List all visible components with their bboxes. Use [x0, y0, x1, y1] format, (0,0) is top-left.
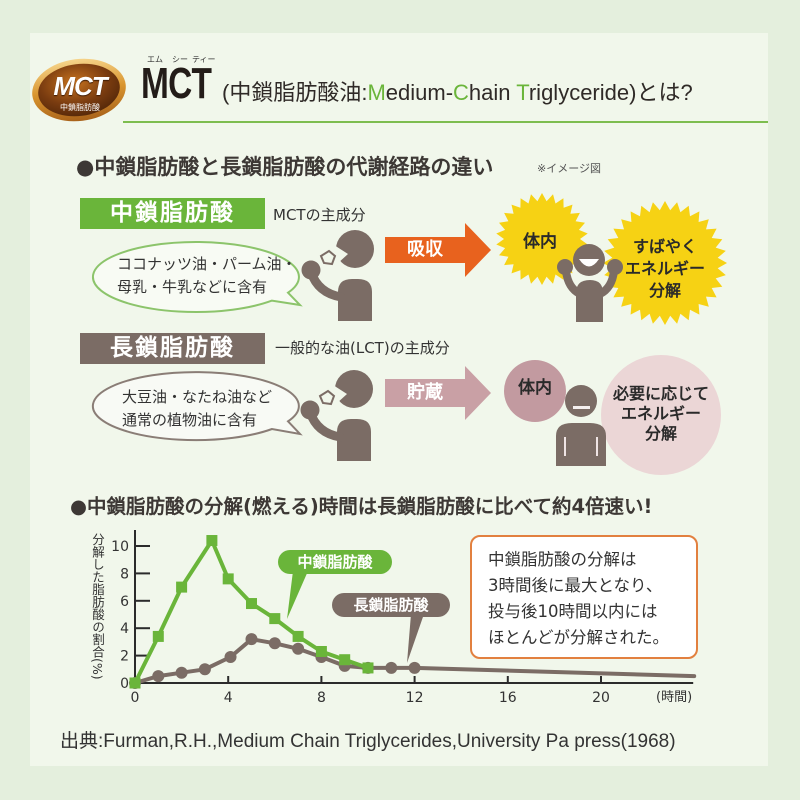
decomposition-line-chart: 0 2 4 6 8 10 0 4 8 12 16 20 — [111, 530, 697, 706]
series-marker-circle — [224, 650, 237, 663]
series-marker-square — [362, 662, 374, 674]
series-marker-circle — [175, 666, 188, 679]
logo-badge-icon — [32, 58, 126, 122]
series-marker-square — [315, 645, 327, 657]
ruby-c: シー — [172, 55, 188, 64]
y-tick-label: 10 — [111, 539, 129, 555]
title-divider — [123, 121, 768, 123]
page-title: (中鎖脂肪酸油:Medium-Chain Triglyceride)とは? — [222, 80, 693, 106]
callout-line: 3時間後に最大となり、 — [488, 576, 663, 595]
person-eating-icon — [300, 370, 373, 461]
store-label: 貯蔵 — [407, 382, 443, 403]
x-tick-label: 16 — [499, 690, 517, 706]
series-marker-square — [222, 573, 234, 585]
series-marker-circle — [152, 670, 165, 683]
title-accent-c: C — [453, 80, 469, 105]
series-marker-circle — [268, 637, 281, 650]
mct-label-bar: 中鎖脂肪酸 — [80, 198, 265, 229]
mct-result: すばやく エネルギー 分解 — [615, 236, 715, 302]
series-marker-square — [129, 677, 141, 689]
body-circle-icon — [504, 360, 566, 422]
lct-description: 一般的な油(LCT)の主成分 — [275, 339, 450, 357]
lct-result-line: エネルギー — [620, 404, 701, 423]
speech-bubble-mct — [92, 240, 303, 313]
lct-result: 必要に応じて エネルギー 分解 — [606, 384, 716, 444]
lct-result-line: 分解 — [644, 424, 677, 443]
x-tick-label: 12 — [406, 690, 424, 706]
mct-sources: ココナッツ油・パーム油・ 母乳・牛乳などに含有 — [117, 253, 297, 299]
series-marker-circle — [292, 642, 305, 655]
chart-x-axis-label: (時間) — [656, 690, 693, 705]
mct-body-label: 体内 — [523, 232, 557, 252]
mct-result-line: 分解 — [648, 281, 681, 300]
mct-series-label: 中鎖脂肪酸 — [297, 553, 373, 571]
y-tick-label: 4 — [120, 621, 129, 637]
series-marker-square — [152, 630, 164, 642]
page-acronym: MCT — [141, 59, 212, 108]
series-marker-square — [246, 598, 257, 610]
ruby-t: ティー — [192, 55, 216, 64]
mct-series-callout — [278, 550, 392, 619]
lct-body-label: 体内 — [518, 378, 552, 398]
person-eating-icon — [301, 230, 374, 321]
ruby-m: エム — [147, 55, 163, 64]
lct-label-bar: 長鎖脂肪酸 — [80, 333, 265, 364]
mct-result-line: すばやく — [632, 237, 697, 256]
series-marker-square — [339, 654, 351, 666]
y-tick-label: 2 — [120, 649, 129, 665]
title-part: edium- — [385, 80, 454, 105]
series-marker-circle — [385, 661, 398, 674]
title-part: hain — [468, 80, 517, 105]
series-marker-square — [292, 630, 304, 642]
title-accent-t: T — [516, 80, 529, 105]
lct-series-label: 長鎖脂肪酸 — [353, 596, 429, 614]
burst-energy-icon — [603, 201, 727, 325]
section2-heading: ●中鎖脂肪酸の分解(燃える)時間は長鎖脂肪酸に比べて約4倍速い! — [70, 495, 653, 518]
lct-sources: 大豆油・なたね油など 通常の植物油に含有 — [122, 386, 272, 432]
series-marker-circle — [408, 661, 421, 674]
series-marker-circle — [198, 663, 211, 676]
series-marker-circle — [245, 633, 258, 646]
finding-callout-box: 中鎖脂肪酸の分解は 3時間後に最大となり、 投与後10時間以内には ほとんどが分… — [470, 535, 698, 659]
lct-series-callout — [332, 593, 450, 663]
title-part: riglyceride)とは? — [528, 80, 693, 105]
callout-line: ほとんどが分解された。 — [488, 628, 670, 647]
y-tick-label: 6 — [120, 594, 129, 610]
section1-heading: ●中鎖脂肪酸と長鎖脂肪酸の代謝経路の違い — [76, 155, 494, 179]
y-tick-label: 8 — [120, 566, 129, 582]
lct-result-line: 必要に応じて — [612, 384, 709, 403]
callout-line: 投与後10時間以内には — [488, 602, 658, 621]
series-marker-square — [176, 581, 188, 593]
x-tick-label: 4 — [224, 690, 233, 706]
person-cheering-icon — [557, 244, 623, 322]
logo-badge-text: MCT — [53, 71, 107, 101]
title-part: (中鎖脂肪酸油: — [222, 80, 368, 105]
mct-source-line: 母乳・牛乳などに含有 — [117, 278, 268, 296]
lct-source-line: 大豆油・なたね油など — [122, 388, 273, 406]
mct-source-line: ココナッツ油・パーム油・ — [117, 255, 297, 273]
store-arrow-icon — [385, 366, 491, 420]
callout-line: 中鎖脂肪酸の分解は — [488, 550, 637, 569]
mct-result-line: エネルギー — [624, 259, 705, 278]
lct-source-line: 通常の植物油に含有 — [122, 411, 258, 429]
title-accent-m: M — [367, 80, 386, 105]
x-tick-label: 20 — [592, 690, 610, 706]
mct-description: MCTの主成分 — [273, 206, 366, 224]
image-note: ※イメージ図 — [537, 162, 601, 175]
x-tick-label: 0 — [131, 690, 140, 706]
energy-circle-icon — [601, 355, 721, 475]
absorb-label: 吸収 — [407, 239, 443, 260]
source-citation: 出典:Furman,R.H.,Medium Chain Triglyceride… — [60, 731, 676, 752]
series-marker-square — [269, 613, 281, 625]
speech-bubble-lct — [91, 371, 303, 442]
y-tick-label: 0 — [120, 676, 129, 692]
logo-badge-subtext: 中鎖脂肪酸 — [60, 103, 100, 112]
person-neutral-icon — [556, 385, 606, 466]
x-tick-label: 8 — [317, 690, 326, 706]
series-marker-square — [206, 535, 218, 547]
chart-y-axis-label: 分解した脂肪酸の割合(%) — [90, 533, 105, 680]
absorb-arrow-icon — [385, 223, 491, 277]
